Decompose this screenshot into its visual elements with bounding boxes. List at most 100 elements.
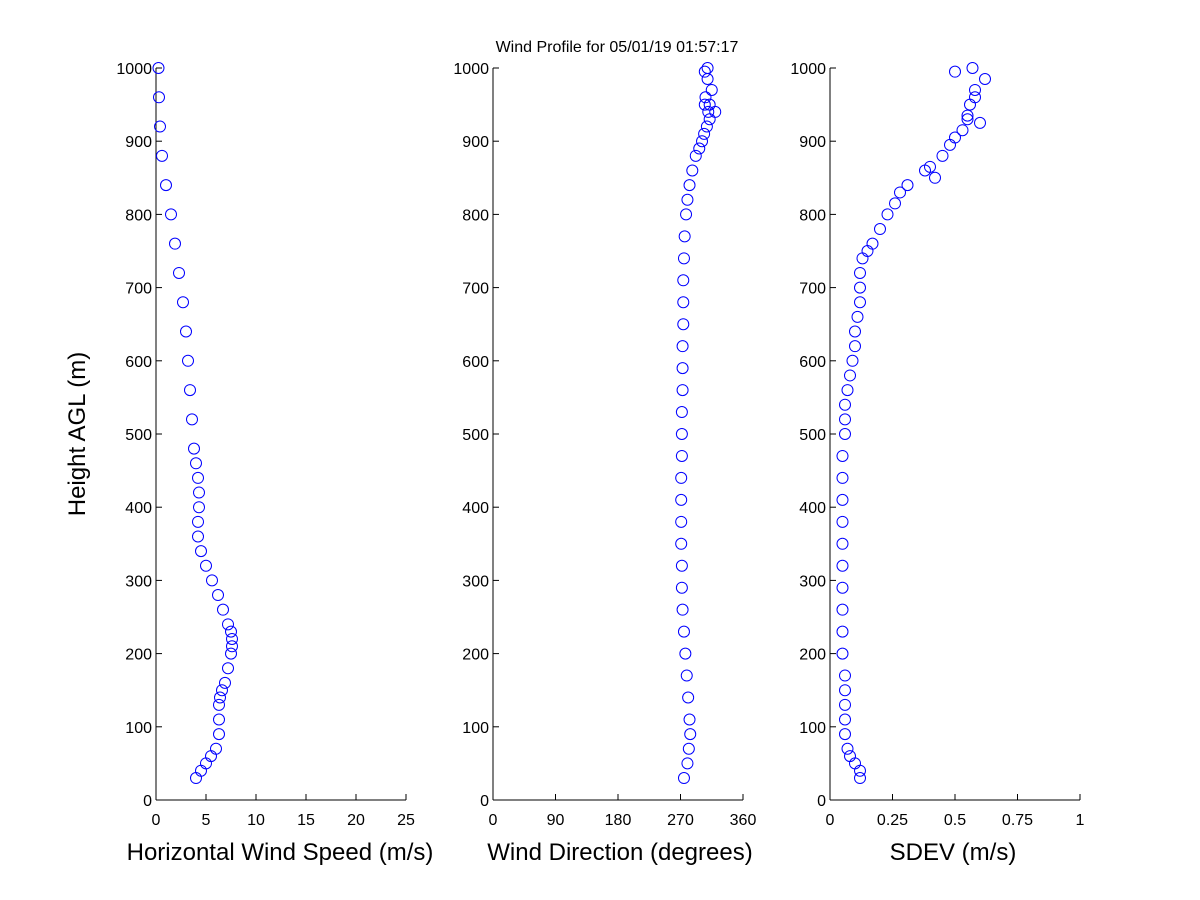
y-tick-label: 400 <box>462 500 489 517</box>
data-point <box>861 245 874 257</box>
data-point <box>675 559 688 572</box>
data-point <box>924 160 936 173</box>
y-tick-label: 900 <box>462 134 489 151</box>
data-point <box>680 208 693 221</box>
data-point <box>177 296 189 309</box>
data-point <box>700 120 713 133</box>
y-tick-label: 1000 <box>790 61 826 78</box>
y-tick-label: 800 <box>462 207 489 224</box>
data-point <box>839 728 851 741</box>
data-point <box>217 603 229 616</box>
data-point <box>969 91 981 104</box>
data-point <box>192 471 204 484</box>
data-point <box>698 127 711 140</box>
y-tick-label: 700 <box>462 281 489 298</box>
data-point <box>213 713 225 726</box>
data-point <box>839 428 851 440</box>
data-point <box>684 728 697 741</box>
data-point <box>854 281 866 294</box>
data-point <box>874 223 886 236</box>
data-point <box>956 124 969 137</box>
data-point <box>961 109 974 122</box>
y-tick-label: 0 <box>143 793 152 810</box>
data-point <box>849 757 861 770</box>
data-point <box>836 559 849 572</box>
data-point <box>836 647 849 660</box>
x-tick-label: 270 <box>667 812 694 829</box>
data-point <box>846 354 859 367</box>
data-point <box>969 83 981 96</box>
data-point <box>213 698 225 711</box>
y-tick-label: 0 <box>480 793 489 810</box>
y-tick-label: 1000 <box>453 61 489 78</box>
y-tick-label: 200 <box>125 647 152 664</box>
data-point <box>698 98 711 111</box>
data-point <box>153 91 165 104</box>
data-point <box>839 413 851 426</box>
data-point <box>193 486 205 499</box>
data-point <box>173 266 185 279</box>
x-axis-label: SDEV (m/s) <box>890 839 1017 866</box>
y-axis-label: Height AGL (m) <box>64 352 91 517</box>
data-point <box>169 237 181 250</box>
y-tick-label: 600 <box>462 354 489 371</box>
data-point <box>701 62 714 74</box>
data-point <box>677 274 690 287</box>
data-point <box>841 384 854 397</box>
panel-wind-direction: 0 100 200 300 400 500 600 700 800 900 1000 0 90 180 27… <box>453 61 756 866</box>
data-point <box>675 471 688 484</box>
data-point <box>844 750 856 763</box>
data-point <box>936 149 949 162</box>
x-tick-label: 15 <box>297 812 315 829</box>
data-point <box>964 98 976 111</box>
data-point <box>683 713 696 726</box>
data-point <box>689 149 702 162</box>
data-point <box>854 266 866 279</box>
data-point <box>165 208 177 221</box>
data-point <box>154 120 166 133</box>
x-tick-label: 360 <box>730 812 757 829</box>
data-point <box>881 208 894 221</box>
data-point <box>190 772 202 785</box>
data-point <box>854 764 866 777</box>
data-point <box>205 750 217 763</box>
data-point <box>949 131 961 144</box>
x-tick-label: 0 <box>826 812 835 829</box>
y-tick-label: 100 <box>125 720 152 737</box>
y-tick-label: 600 <box>799 354 826 371</box>
x-tick-label: 90 <box>547 812 565 829</box>
data-point <box>152 62 165 74</box>
x-tick-label: 0.25 <box>877 812 908 829</box>
y-tick-label: 100 <box>799 720 826 737</box>
y-tick-label: 500 <box>462 427 489 444</box>
data-point <box>222 618 234 631</box>
data-point <box>226 632 238 645</box>
data-point <box>677 318 690 331</box>
data-point <box>677 772 690 785</box>
data-point <box>195 545 207 558</box>
data-point <box>841 742 854 755</box>
y-tick-label: 900 <box>799 134 826 151</box>
x-tick-label: 0 <box>152 812 161 829</box>
y-tick-label: 500 <box>125 427 152 444</box>
data-point <box>854 296 866 309</box>
data-point <box>839 398 851 411</box>
data-point <box>675 537 688 550</box>
data-point <box>677 625 690 638</box>
x-axis-label: Horizontal Wind Speed (m/s) <box>127 839 434 866</box>
data-point <box>894 186 906 199</box>
data-point <box>226 640 238 653</box>
x-tick-label: 0.5 <box>944 812 966 829</box>
data-point <box>219 676 231 689</box>
x-axis-label: Wind Direction (degrees) <box>487 839 752 866</box>
y-tick-label: 300 <box>125 573 152 590</box>
y-tick-label: 0 <box>817 793 826 810</box>
data-point <box>703 113 716 126</box>
data-point <box>836 449 849 462</box>
data-point <box>676 340 689 353</box>
data-point <box>200 757 212 770</box>
data-point <box>213 728 225 741</box>
data-point <box>192 515 204 528</box>
y-tick-label: 200 <box>799 647 826 664</box>
data-point <box>682 742 695 755</box>
